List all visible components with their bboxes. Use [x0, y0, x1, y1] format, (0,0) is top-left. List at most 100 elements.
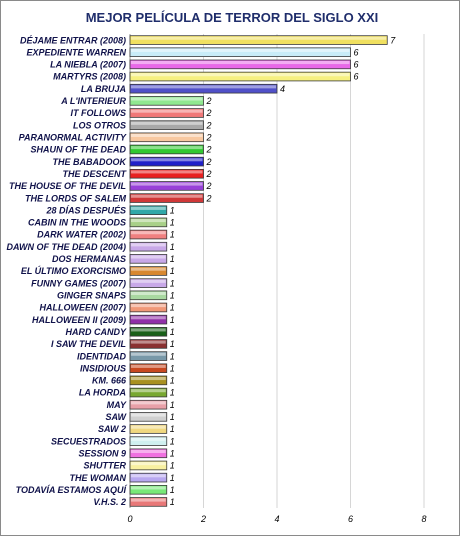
bar-highlight	[131, 377, 166, 381]
bar	[129, 399, 168, 410]
bar-highlight	[131, 352, 166, 356]
value-label: 1	[170, 473, 175, 483]
category-label: DAWN OF THE DEAD (2004)	[6, 242, 126, 252]
category-label: IDENTIDAD	[77, 351, 126, 361]
category-label: SECUESTRADOS	[51, 436, 126, 446]
category-label: KM. 666	[92, 376, 127, 386]
bars	[129, 35, 388, 507]
category-label: SESSION 9	[78, 449, 126, 459]
value-label: 4	[280, 84, 285, 94]
category-label: THE WOMAN	[70, 473, 127, 483]
value-label: 2	[206, 96, 212, 106]
category-label: PARANORMAL ACTIVITY	[19, 133, 127, 143]
bar	[129, 217, 168, 228]
value-label: 1	[170, 436, 175, 446]
bar	[129, 205, 168, 216]
bar	[129, 436, 168, 446]
bar-highlight	[131, 109, 203, 113]
bar	[129, 351, 168, 361]
category-label: DOS HERMANAS	[52, 254, 126, 264]
bar	[129, 412, 168, 422]
value-label: 2	[206, 120, 212, 130]
value-label: 1	[170, 278, 175, 288]
category-label: HARD CANDY	[66, 327, 127, 337]
bar	[129, 59, 351, 70]
value-label: 1	[170, 351, 175, 361]
value-label: 1	[170, 363, 175, 373]
bar-highlight	[131, 194, 203, 198]
category-label: LA NIEBLA (2007)	[50, 60, 126, 70]
category-label: MARTYRS (2008)	[53, 72, 126, 82]
bar	[129, 71, 351, 82]
bar	[129, 181, 204, 191]
bar	[129, 241, 168, 252]
value-label: 2	[206, 193, 212, 203]
category-label: THE LORDS OF SALEM	[25, 193, 127, 203]
value-label: 1	[170, 218, 175, 228]
value-label: 1	[170, 291, 175, 301]
bar-highlight	[131, 364, 166, 368]
bar-highlight	[131, 316, 166, 320]
bar	[129, 339, 168, 349]
value-label: 1	[170, 205, 175, 215]
bar	[129, 144, 204, 155]
category-label: LA BRUJA	[81, 84, 126, 94]
category-label: A L'INTERIEUR	[60, 96, 126, 106]
bar-highlight	[131, 437, 166, 441]
category-label: FUNNY GAMES (2007)	[31, 278, 126, 288]
bar	[129, 302, 168, 313]
bar-highlight	[131, 121, 203, 125]
category-label: THE HOUSE OF THE DEVIL	[9, 181, 126, 191]
x-tick-label: 8	[421, 514, 426, 524]
bar	[129, 156, 204, 167]
bar	[129, 484, 168, 495]
category-label: I SAW THE DEVIL	[51, 339, 126, 349]
category-label: SAW	[105, 412, 127, 422]
value-label: 7	[390, 35, 396, 45]
category-label: EXPEDIENTE WARREN	[26, 47, 126, 57]
category-label: MAY	[107, 400, 127, 410]
value-label: 6	[354, 60, 359, 70]
bar-highlight	[131, 425, 166, 429]
category-label: LA HORDA	[79, 388, 126, 398]
bar	[129, 314, 168, 325]
bar	[129, 472, 168, 483]
bar	[129, 375, 168, 386]
bar	[129, 363, 168, 374]
category-label: THE BABADOOK	[53, 157, 128, 167]
category-label: SHAUN OF THE DEAD	[30, 145, 126, 155]
category-label: 28 DÍAS DESPUÉS	[45, 205, 126, 215]
bar	[129, 424, 168, 434]
bar-highlight	[131, 219, 166, 223]
category-label: SAW 2	[98, 424, 126, 434]
value-label: 2	[206, 157, 212, 167]
bar	[129, 120, 204, 130]
bar	[129, 326, 168, 337]
bar-highlight	[131, 449, 166, 453]
bar-highlight	[131, 340, 166, 344]
bar-highlight	[131, 158, 203, 162]
category-label: EL ÚLTIMO EXORCISMO	[21, 265, 126, 276]
bar	[129, 108, 204, 118]
bar	[129, 448, 168, 459]
value-label: 1	[170, 461, 175, 471]
x-tick-label: 0	[127, 514, 132, 524]
value-label: 1	[170, 497, 175, 507]
value-label: 1	[170, 315, 175, 325]
bar-highlight	[131, 61, 350, 65]
bar	[129, 266, 168, 276]
value-label: 2	[206, 181, 212, 191]
bar	[129, 254, 168, 264]
bar-highlight	[131, 97, 203, 101]
value-label: 1	[170, 339, 175, 349]
value-label: 2	[206, 145, 212, 155]
chart-title: MEJOR PELÍCULA DE TERROR DEL SIGLO XXI	[86, 10, 379, 25]
bar-highlight	[131, 474, 166, 478]
category-label: CABIN IN THE WOODS	[28, 218, 126, 228]
value-label: 1	[170, 449, 175, 459]
x-tick-label: 6	[348, 514, 353, 524]
category-label: HALLOWEEN II (2009)	[32, 315, 126, 325]
bar-highlight	[131, 36, 387, 40]
